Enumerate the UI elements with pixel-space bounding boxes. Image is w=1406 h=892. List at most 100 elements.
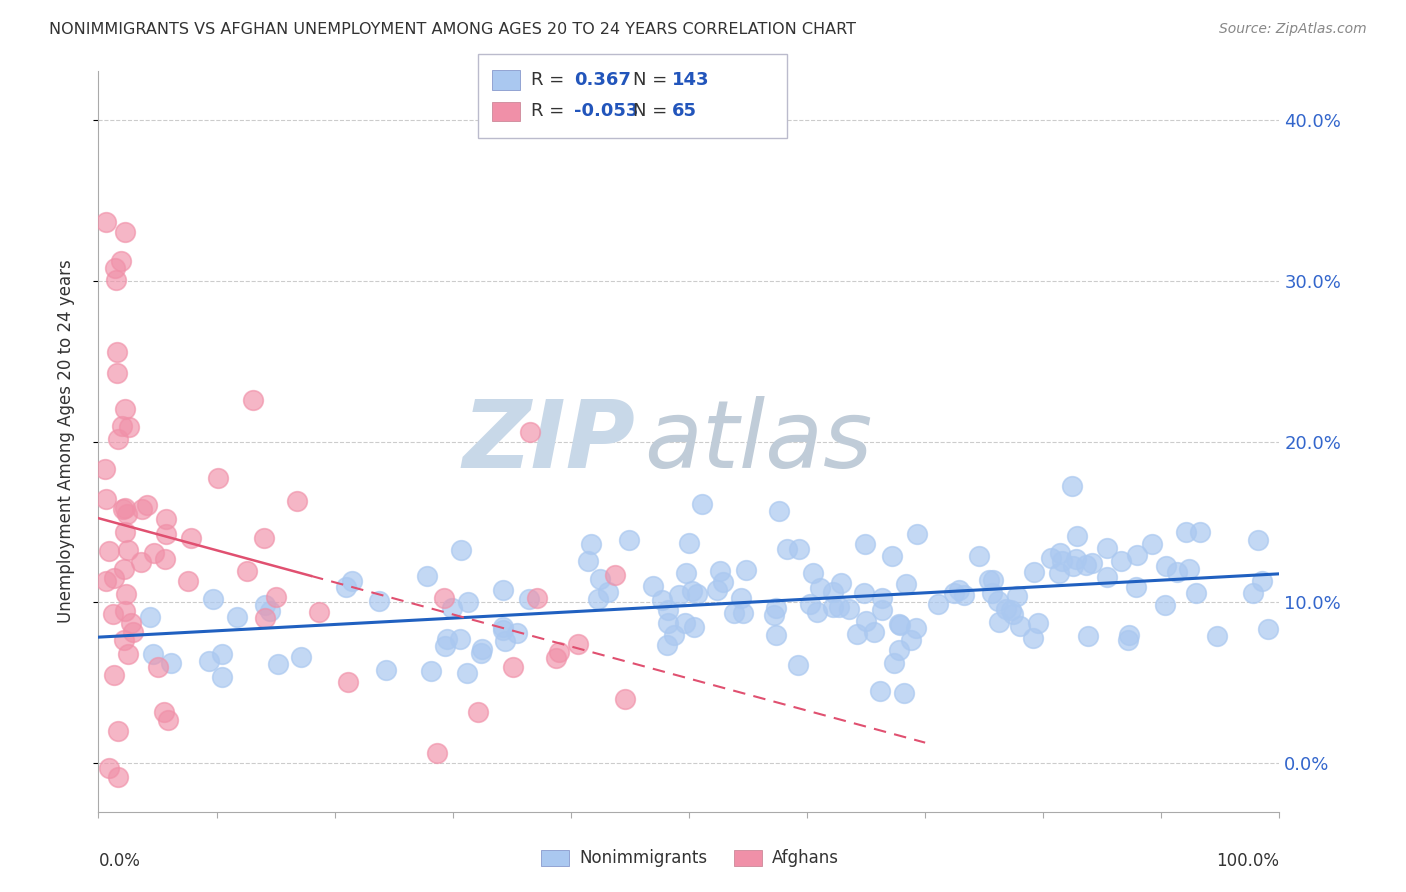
Point <box>242 392 264 407</box>
Point <box>114 401 136 416</box>
Point <box>290 650 312 665</box>
Point <box>1022 631 1045 645</box>
Point <box>156 713 179 727</box>
Point <box>614 691 637 706</box>
Point <box>94 462 117 476</box>
Point <box>870 602 893 616</box>
Y-axis label: Unemployment Among Ages 20 to 24 years: Unemployment Among Ages 20 to 24 years <box>56 260 75 624</box>
Point <box>1125 580 1147 594</box>
Point <box>457 595 479 609</box>
Point <box>927 597 949 611</box>
Point <box>117 542 139 557</box>
Point <box>368 594 391 608</box>
Point <box>107 770 129 784</box>
Point <box>821 584 844 599</box>
Point <box>1095 570 1118 584</box>
Point <box>155 512 177 526</box>
Text: 0.367: 0.367 <box>574 71 630 89</box>
Point <box>828 600 851 615</box>
Point <box>1040 550 1063 565</box>
Point <box>1154 558 1177 573</box>
Point <box>845 627 868 641</box>
Point <box>706 583 728 598</box>
Point <box>657 603 679 617</box>
Point <box>492 620 515 634</box>
Point <box>981 585 1004 599</box>
Text: R =: R = <box>531 71 571 89</box>
Point <box>977 574 1000 588</box>
Point <box>1062 479 1084 493</box>
Point <box>1247 533 1270 548</box>
Point <box>723 606 745 620</box>
Text: Afghans: Afghans <box>772 849 839 867</box>
Point <box>548 645 571 659</box>
Point <box>139 609 162 624</box>
Point <box>808 581 831 595</box>
Point <box>114 524 136 539</box>
Point <box>893 685 915 699</box>
Point <box>1118 628 1140 642</box>
Point <box>988 615 1011 630</box>
Point <box>655 638 678 652</box>
Point <box>211 670 233 684</box>
Text: 0.0%: 0.0% <box>98 853 141 871</box>
Point <box>863 625 886 640</box>
Point <box>456 666 478 681</box>
Point <box>104 273 127 287</box>
Point <box>690 497 713 511</box>
Point <box>419 665 441 679</box>
Point <box>202 591 225 606</box>
Point <box>586 592 609 607</box>
Point <box>142 648 165 662</box>
Point <box>900 632 922 647</box>
Point <box>735 563 758 577</box>
Point <box>765 601 787 615</box>
Point <box>883 656 905 670</box>
Point <box>709 564 731 578</box>
Point <box>1008 619 1031 633</box>
Point <box>657 616 679 631</box>
Point <box>114 604 136 618</box>
Point <box>948 582 970 597</box>
Point <box>685 586 707 600</box>
Point <box>337 675 360 690</box>
Point <box>105 345 128 359</box>
Text: atlas: atlas <box>644 396 872 487</box>
Point <box>107 432 129 446</box>
Point <box>546 651 568 665</box>
Text: ZIP: ZIP <box>463 395 636 488</box>
Point <box>152 705 174 719</box>
Point <box>266 591 288 605</box>
Point <box>492 623 515 637</box>
Point <box>502 660 524 674</box>
Point <box>1257 623 1279 637</box>
Point <box>426 746 449 760</box>
Point <box>211 647 233 661</box>
Point <box>153 552 176 566</box>
Point <box>117 647 139 661</box>
Point <box>107 724 129 739</box>
Point <box>1174 525 1197 540</box>
Text: Nonimmigrants: Nonimmigrants <box>579 849 707 867</box>
Point <box>1049 546 1071 560</box>
Text: NONIMMIGRANTS VS AFGHAN UNEMPLOYMENT AMONG AGES 20 TO 24 YEARS CORRELATION CHART: NONIMMIGRANTS VS AFGHAN UNEMPLOYMENT AMO… <box>49 22 856 37</box>
Point <box>683 620 706 634</box>
Point <box>494 633 516 648</box>
Point <box>436 632 458 646</box>
Point <box>112 562 135 576</box>
Point <box>869 684 891 698</box>
Point <box>1062 559 1084 574</box>
Point <box>1188 525 1211 540</box>
Point <box>664 628 686 642</box>
Point <box>471 641 494 656</box>
Point <box>579 537 602 551</box>
Point <box>1000 603 1022 617</box>
Point <box>97 543 120 558</box>
Point <box>1066 529 1088 543</box>
Point <box>987 593 1010 607</box>
Point <box>821 599 844 614</box>
Point <box>118 420 141 434</box>
Point <box>103 571 125 585</box>
Point <box>598 584 620 599</box>
Point <box>335 580 357 594</box>
